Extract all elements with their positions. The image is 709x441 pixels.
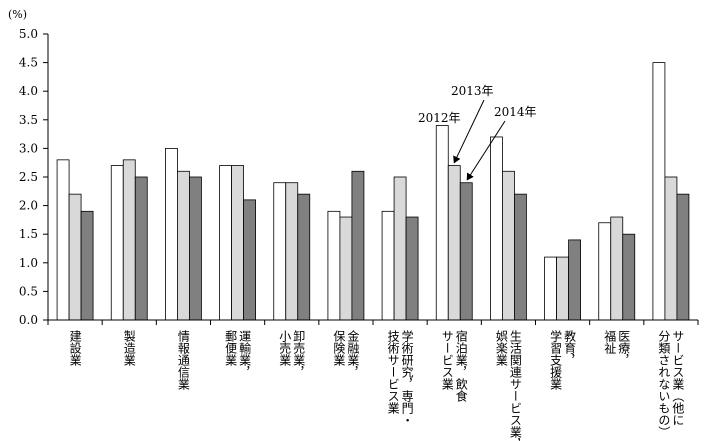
bar — [405, 216, 419, 321]
bar — [490, 136, 503, 321]
y-tick-label: 3.5 — [19, 113, 38, 127]
bar — [339, 216, 353, 321]
x-category-label: 情報通信業 — [176, 330, 190, 390]
x-category-label: 建設業 — [68, 330, 82, 366]
bar — [351, 170, 365, 321]
bar — [514, 193, 527, 321]
bar — [134, 176, 148, 321]
x-category-label: 学習支援業 — [549, 329, 563, 390]
x-category-label: 学術研究，専門・ — [400, 329, 414, 426]
bar — [285, 182, 299, 321]
x-category-label: 医療， — [617, 330, 631, 366]
bar — [544, 256, 557, 321]
bar — [598, 222, 612, 321]
bar — [676, 193, 690, 321]
x-category-label: サービス業（他に — [671, 330, 685, 426]
y-tick-label: 5.0 — [19, 27, 38, 41]
x-category-label: 生活関連サービス業， — [508, 330, 522, 441]
bar — [110, 165, 124, 321]
x-category-label: 技術サービス業 — [386, 330, 400, 414]
x-category-label: 卸売業， — [292, 329, 306, 378]
bar — [568, 239, 581, 321]
y-tick-label: 4.5 — [19, 56, 38, 70]
x-category-label: 福祉 — [603, 329, 617, 355]
y-tick-label: 2.5 — [19, 170, 38, 184]
x-category-label: 製造業 — [122, 330, 136, 366]
bar — [122, 159, 136, 321]
bar — [165, 147, 178, 321]
y-axis-unit-label: (%) — [8, 8, 27, 21]
axes — [47, 34, 699, 325]
x-category-label: 運輸業， — [238, 330, 252, 378]
y-tick-label: 1.0 — [19, 256, 38, 270]
bar — [327, 210, 341, 321]
x-axis-category-labels: 建設業 製造業 情報通信業 運輸業，郵便業 卸売業，小売業 金融業，保険業 学術研究，専門・… — [68, 329, 685, 441]
annotation-arrow-2014 — [466, 120, 506, 181]
x-category-label: 保険業 — [332, 330, 346, 366]
bar — [80, 210, 94, 321]
annotation-2014: 2014年 — [494, 105, 537, 119]
y-axis-ticks: 0.0 0.5 1.0 1.5 2.0 2.5 3.0 3.5 4.0 4.5 5.0 — [19, 27, 48, 327]
bar — [556, 256, 569, 321]
x-category-label: 分類されないもの） — [657, 330, 671, 438]
bar — [447, 165, 461, 321]
x-category-label: 郵便業 — [224, 330, 238, 366]
bar — [459, 182, 473, 321]
bar — [664, 176, 678, 321]
bar — [56, 159, 70, 321]
bar — [243, 199, 256, 321]
bar — [435, 125, 449, 321]
x-category-label: サービス業 — [440, 330, 454, 390]
annotation-arrow-2013 — [453, 99, 485, 164]
x-category-label: 教育， — [563, 329, 577, 366]
bar — [652, 62, 666, 321]
bar — [381, 210, 395, 321]
y-tick-label: 2.0 — [19, 199, 38, 213]
y-tick-label: 0.0 — [19, 313, 38, 327]
bar — [297, 193, 311, 321]
bar — [273, 182, 287, 321]
bar — [393, 176, 407, 321]
y-tick-label: 1.5 — [19, 227, 38, 241]
x-category-label: 金融業， — [346, 329, 360, 378]
bar — [68, 193, 82, 321]
bar — [622, 233, 636, 321]
bar — [502, 170, 515, 321]
y-tick-label: 3.0 — [19, 141, 38, 155]
bar — [219, 165, 232, 321]
bar — [189, 176, 202, 321]
annotation-2012: 2012年 — [418, 111, 461, 125]
y-tick-label: 0.5 — [19, 284, 38, 298]
bar — [610, 216, 624, 321]
x-category-label: 娯楽業 — [494, 330, 508, 366]
bars — [56, 62, 690, 321]
x-category-label: 宿泊業，飲食 — [454, 329, 468, 402]
annotation-2013: 2013年 — [451, 84, 494, 98]
bar — [231, 165, 244, 321]
y-tick-label: 4.0 — [19, 84, 38, 98]
x-category-label: 小売業 — [278, 330, 292, 366]
bar — [177, 170, 190, 321]
